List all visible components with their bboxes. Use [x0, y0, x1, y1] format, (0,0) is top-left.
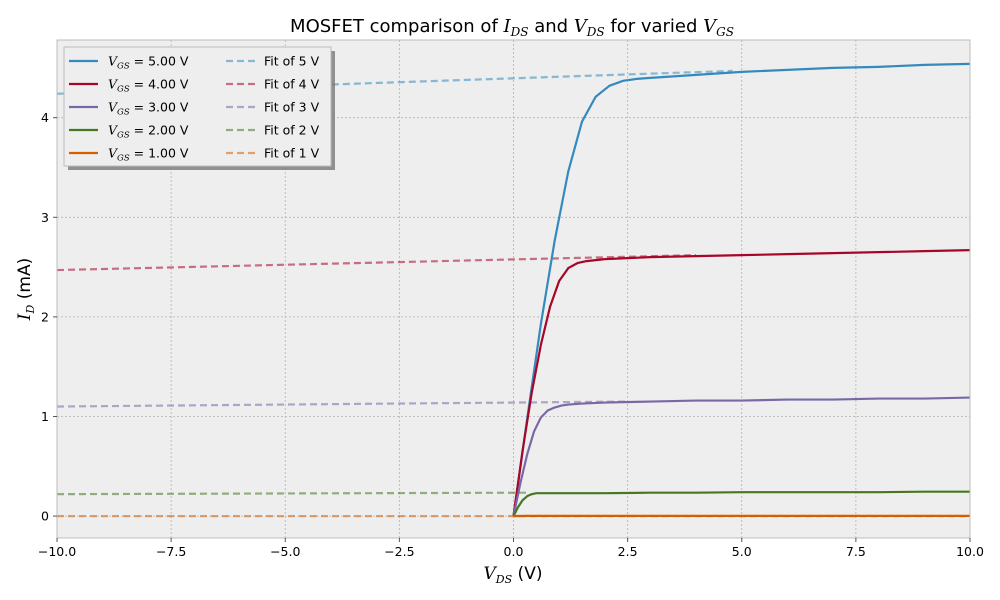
legend-value: = 5.00 V [130, 54, 189, 69]
title-mid: and [528, 16, 573, 37]
legend-value: = 3.00 V [130, 100, 189, 115]
legend-var: V [108, 123, 119, 138]
title-var3: V [703, 16, 718, 37]
legend-label-fit: Fit of 5 V [264, 54, 320, 69]
x-tick-label: −2.5 [384, 544, 414, 559]
series-line [512, 396, 971, 517]
x-tick-label: −7.5 [156, 544, 186, 559]
legend-label: VGS = 4.00 V [108, 77, 189, 95]
legend-label-fit: Fit of 2 V [264, 123, 320, 138]
ylabel-unit: (mA) [15, 258, 35, 305]
x-tick-label: −10.0 [38, 544, 76, 559]
legend-label: VGS = 5.00 V [108, 54, 189, 72]
fit-line [56, 491, 528, 496]
x-tick-label: 0.0 [504, 544, 524, 559]
legend-label-fit: Fit of 4 V [264, 77, 320, 92]
legend-sub: GS [117, 85, 130, 95]
legend-var: V [108, 77, 119, 92]
ylabel-sub: D [24, 304, 37, 314]
x-tick-label: 5.0 [732, 544, 752, 559]
series-lines [512, 62, 971, 518]
legend-sub: GS [117, 62, 130, 72]
legend-sub: GS [117, 108, 130, 118]
title-mid2: for varied [605, 16, 704, 37]
legend-label: VGS = 3.00 V [108, 100, 189, 118]
x-tick-label: 10.0 [956, 544, 984, 559]
x-tick-label: 7.5 [846, 544, 866, 559]
title-var1: I [503, 16, 512, 37]
ylabel-var: I [15, 313, 35, 321]
legend-var: V [108, 54, 119, 69]
xlabel-var: V [484, 564, 498, 584]
legend-label-fit: Fit of 3 V [264, 100, 320, 115]
xlabel-sub: DS [495, 573, 513, 586]
x-axis-ticks: −10.0 −7.5 −5.0 −2.5 0.0 2.5 5.0 7.5 10.0 [38, 538, 984, 559]
legend-label: VGS = 1.00 V [108, 146, 189, 164]
legend-label: VGS = 2.00 V [108, 123, 189, 141]
series-line [512, 249, 971, 517]
y-axis-label: ID (mA) [15, 258, 37, 321]
title-var3-sub: GS [716, 25, 734, 39]
x-axis-label: VDS (V) [484, 564, 543, 586]
y-tick-label: 2 [41, 309, 49, 324]
xlabel-unit: (V) [512, 564, 542, 584]
legend-value: = 2.00 V [130, 123, 189, 138]
y-tick-label: 4 [41, 110, 49, 125]
y-axis-ticks: 0 1 2 3 4 [41, 110, 57, 524]
fit-line [56, 254, 697, 272]
chart-title: MOSFET comparison of IDS and VDS for var… [290, 16, 734, 39]
legend-value: = 4.00 V [130, 77, 189, 92]
legend-var: V [108, 100, 119, 115]
title-var2: V [574, 16, 589, 37]
legend-box [63, 46, 332, 167]
legend-sub: GS [117, 154, 130, 164]
title-prefix: MOSFET comparison of [290, 16, 503, 37]
series-line [512, 62, 971, 517]
legend-var: V [108, 146, 119, 161]
y-tick-label: 1 [41, 409, 49, 424]
title-var2-sub: DS [586, 25, 605, 39]
y-tick-label: 0 [41, 509, 49, 524]
y-tick-label: 3 [41, 210, 49, 225]
legend-value: = 1.00 V [130, 146, 189, 161]
x-tick-label: −5.0 [270, 544, 300, 559]
legend-label-fit: Fit of 1 V [264, 146, 320, 161]
legend-sub: GS [117, 131, 130, 141]
x-tick-label: 2.5 [618, 544, 638, 559]
title-var1-sub: DS [510, 25, 529, 39]
series-line [512, 490, 970, 517]
fit-line [56, 400, 628, 408]
